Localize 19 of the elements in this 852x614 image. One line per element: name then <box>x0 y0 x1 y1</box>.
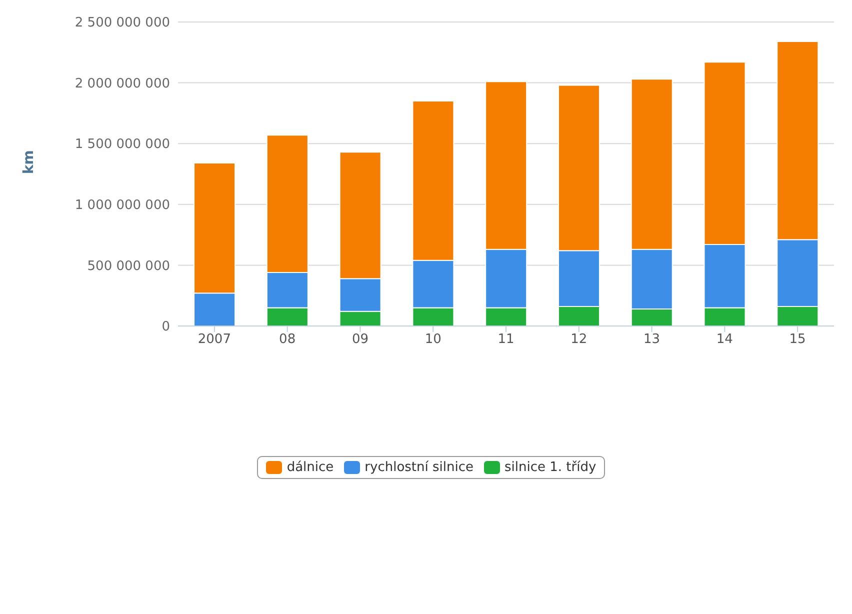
x-tick-label: 14 <box>716 332 733 348</box>
x-tick-label: 08 <box>279 332 296 348</box>
y-tick-label: 2 000 000 000 <box>74 76 170 92</box>
x-tick-label: 11 <box>498 332 514 348</box>
legend-label: rychlostní silnice <box>364 460 474 475</box>
x-tick-label: 15 <box>789 332 806 348</box>
y-tick-label: 1 000 000 000 <box>74 198 170 214</box>
x-tick-label: 10 <box>424 332 442 348</box>
legend-label: dálnice <box>286 460 334 475</box>
x-tick-label: 2007 <box>198 332 231 348</box>
x-tick-label: 09 <box>352 332 368 348</box>
y-tick-label: 500 000 000 <box>87 258 170 274</box>
x-tick-label: 13 <box>644 332 660 348</box>
y-tick-label: 0 <box>162 320 170 335</box>
y-tick-label: 1 500 000 000 <box>74 137 170 152</box>
x-tick-label: 12 <box>570 332 588 348</box>
y-axis-title: km <box>20 150 37 174</box>
y-tick-label: 2 500 000 000 <box>74 16 170 31</box>
legend-label: silnice 1. třídy <box>504 460 596 475</box>
